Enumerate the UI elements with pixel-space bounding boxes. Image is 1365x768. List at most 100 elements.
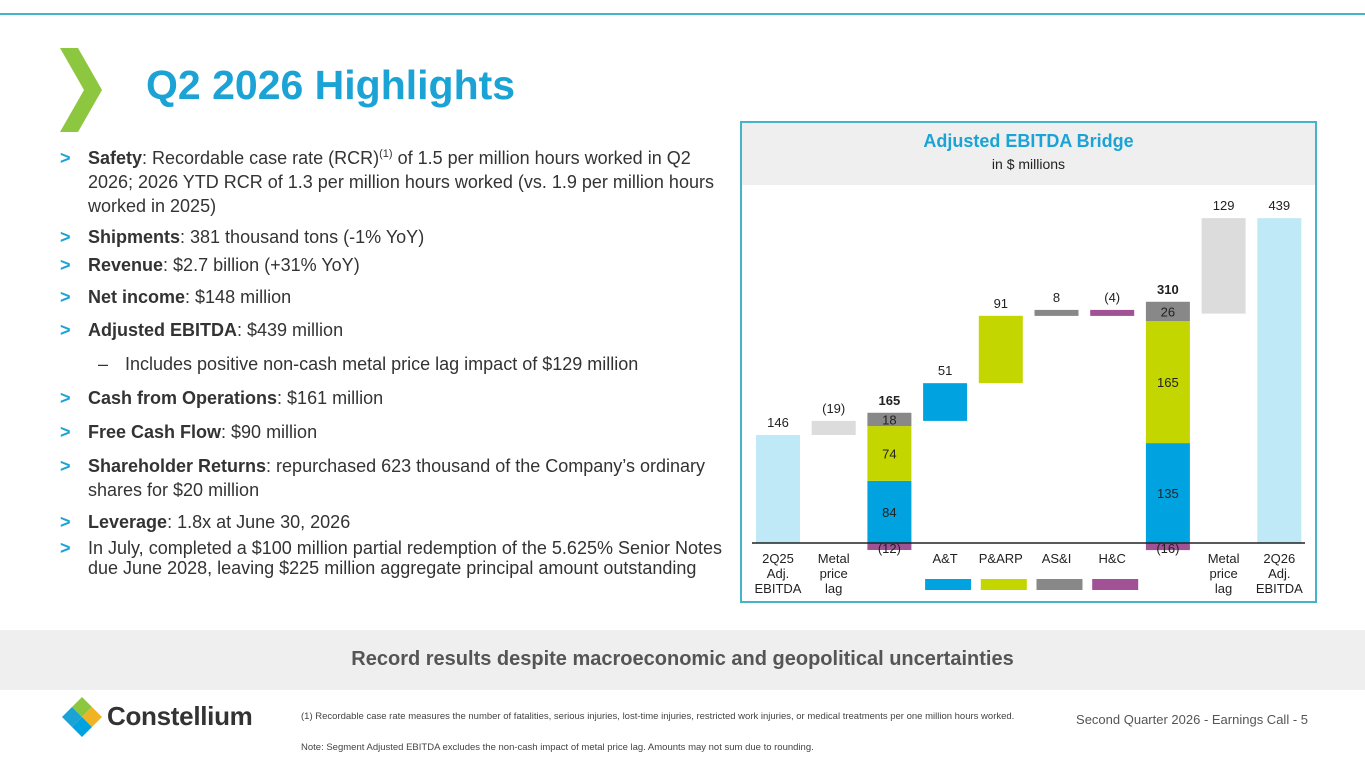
bullet-safety: > Safety: Recordable case rate (RCR)(1) … [60, 146, 730, 218]
segment-label: 74 [882, 446, 896, 461]
bar [1201, 218, 1246, 314]
bar-segment-negative [1145, 543, 1190, 551]
highlights-list: > Safety: Recordable case rate (RCR)(1) … [60, 146, 730, 578]
bar [756, 434, 800, 543]
bar [811, 420, 856, 435]
bullet-revenue: > Revenue: $2.7 billion (+31% YoY) [60, 253, 730, 277]
bullet-text: : 1.8x at June 30, 2026 [167, 512, 351, 532]
legend-swatch-hc [1092, 579, 1139, 590]
bullet-text: In July, completed a $100 million partia… [88, 538, 723, 578]
x-tick-label: price [1210, 566, 1238, 581]
bar-value-label: (19) [822, 401, 845, 416]
bar-value-label: 91 [994, 296, 1008, 311]
bullet-arrow-icon: > [60, 538, 71, 558]
bar-segment-asi [1145, 301, 1190, 321]
bullet-shareholder-returns: > Shareholder Returns: repurchased 623 t… [60, 454, 730, 502]
bullet-key: Revenue [88, 255, 164, 275]
x-tick-label: H&C [1098, 551, 1125, 566]
x-tick-label: A&T [932, 551, 957, 566]
footnote-note: Note: Segment Adjusted EBITDA excludes t… [301, 742, 814, 753]
segment-label: (12) [878, 541, 901, 556]
bullet-arrow-icon: > [60, 388, 71, 408]
x-tick-label: P&ARP [979, 551, 1023, 566]
bar-segment-asi [867, 412, 912, 427]
bullet-key: Safety [88, 148, 143, 168]
bullet-text: : 381 thousand tons (-1% YoY) [180, 227, 425, 247]
bullet-text: : $2.7 billion (+31% YoY) [163, 255, 360, 275]
bullet-text: : Recordable case rate (RCR) [142, 148, 380, 168]
segment-label: 26 [1161, 304, 1175, 319]
bar-value-label: 8 [1053, 290, 1060, 305]
bullet-redemption: > In July, completed a $100 million part… [60, 538, 730, 578]
x-tick-label: lag [1215, 581, 1232, 596]
bar [978, 315, 1023, 384]
bullet-arrow-icon: > [60, 287, 71, 307]
chart-subtitle: in $ millions [991, 156, 1066, 172]
constellium-logo-icon [62, 697, 102, 737]
bar-value-label: 439 [1268, 198, 1290, 213]
legend-swatch-asi [1036, 579, 1083, 590]
x-tick-label: 2Q25 [762, 551, 794, 566]
bar [923, 383, 968, 421]
x-tick-label: AS&I [1042, 551, 1072, 566]
chart-title: Adjusted EBITDA Bridge [923, 131, 1134, 151]
segment-label: (16) [1156, 541, 1179, 556]
bar-value-label: (4) [1104, 290, 1120, 305]
dash-icon: – [98, 354, 109, 374]
bullet-arrow-icon: > [60, 422, 71, 442]
x-tick-label: Metal [818, 551, 850, 566]
bullet-arrow-icon: > [60, 320, 71, 340]
bullet-arrow-icon: > [60, 512, 71, 532]
x-tick-label: Metal [1208, 551, 1240, 566]
logo-wordmark: Constellium [107, 701, 253, 731]
segment-label: 84 [882, 505, 896, 520]
bar-value-label: 51 [938, 363, 952, 378]
bullet-text: Includes positive non-cash metal price l… [125, 354, 639, 374]
bullet-key: Leverage [88, 512, 168, 532]
bullet-text: : $439 million [237, 320, 344, 340]
bar-segment-at [1145, 443, 1190, 543]
bullet-key: Cash from Operations [88, 388, 278, 408]
bar-value-label: 129 [1213, 198, 1235, 213]
bullet-text: : repurchased 623 thousand of the Compan… [88, 456, 705, 500]
bullet-key: Shipments [88, 227, 181, 247]
x-tick-label: EBITDA [1256, 581, 1303, 596]
bullet-adjusted-ebitda: > Adjusted EBITDA: $439 million [60, 318, 730, 342]
bar-value-label: 146 [767, 415, 789, 430]
bullet-arrow-icon: > [60, 227, 71, 247]
ebitda-bridge-chart: Adjusted EBITDA Bridge in $ millions 146… [740, 121, 1317, 603]
page-info: Second Quarter 2026 - Earnings Call - 5 [1076, 712, 1308, 727]
page-title: Q2 2026 Highlights [146, 62, 516, 108]
x-tick-label: Adj. [767, 566, 789, 581]
x-tick-label: price [820, 566, 848, 581]
segment-label: 165 [1157, 375, 1179, 390]
bar [1034, 309, 1079, 316]
segment-label: 135 [1157, 486, 1179, 501]
x-tick-label: EBITDA [755, 581, 802, 596]
bullet-free-cash-flow: > Free Cash Flow: $90 million [60, 420, 730, 444]
bar-total-label: 310 [1157, 282, 1179, 297]
bullet-text: : $148 million [185, 287, 292, 307]
bar-segment-negative [867, 543, 912, 550]
bullet-key: Free Cash Flow [88, 422, 222, 442]
bullet-text: : $161 million [277, 388, 384, 408]
bar-segment-parp [867, 426, 912, 481]
legend-swatch-at [925, 579, 972, 590]
footnote-ref: (1) [379, 148, 393, 160]
bar-segment-at [867, 480, 912, 543]
legend-swatch-parp [980, 579, 1027, 590]
bullet-key: Adjusted EBITDA [88, 320, 238, 340]
bar-segment-parp [1145, 321, 1190, 444]
bullet-text: : $90 million [221, 422, 318, 442]
bullet-arrow-icon: > [60, 255, 71, 275]
bullet-arrow-icon: > [60, 148, 71, 168]
segment-label: 18 [882, 412, 896, 427]
chart-header [742, 123, 1315, 185]
x-tick-label: Adj. [1268, 566, 1290, 581]
chart-plot: 1462Q25Adj.EBITDA(19)Metalpricelag847418… [752, 198, 1305, 596]
footnote-1: (1) Recordable case rate measures the nu… [301, 711, 1015, 722]
bullet-key: Net income [88, 287, 186, 307]
bar [1257, 218, 1302, 543]
bullet-key: Shareholder Returns [88, 456, 267, 476]
top-rule [0, 13, 1365, 15]
